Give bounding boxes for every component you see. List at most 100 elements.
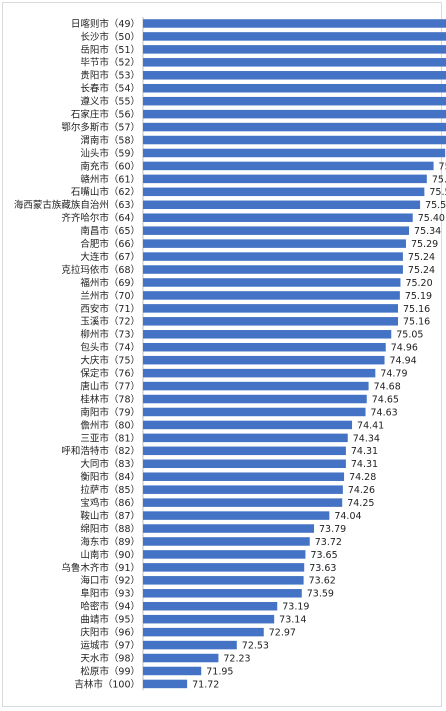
value-label: 75.63 (432, 174, 446, 185)
bar (143, 32, 446, 41)
bar (143, 472, 345, 481)
bar (143, 355, 385, 365)
bar (143, 19, 446, 28)
bar (143, 96, 446, 106)
bar (143, 433, 348, 443)
bar (143, 317, 399, 326)
value-label: 74.41 (357, 420, 384, 431)
category-label: 唐山市（77） (80, 380, 140, 392)
category-label: 吉林市（100） (74, 678, 140, 690)
bar (143, 614, 275, 624)
category-label: 遵义市（55） (80, 96, 140, 108)
category-label: 渭南市（58） (80, 134, 140, 146)
bar (143, 278, 401, 287)
category-label: 鞍山市（87） (80, 510, 140, 522)
category-label: 日喀则市（49） (71, 18, 140, 30)
value-label: 73.79 (319, 524, 346, 535)
bar (143, 381, 369, 391)
bar (143, 161, 434, 171)
bar (143, 420, 353, 430)
category-label: 海东市（89） (80, 536, 140, 548)
bar (143, 589, 302, 598)
bar (143, 330, 392, 339)
value-label: 72.53 (242, 640, 269, 651)
bar (143, 576, 304, 585)
category-label: 宝鸡市（86） (80, 497, 140, 509)
category-label: 齐齐哈尔市（64） (61, 212, 140, 224)
category-label: 岳阳市（51） (80, 44, 140, 56)
category-label: 衡阳市（84） (80, 471, 140, 483)
category-label: 兰州市（70） (80, 290, 140, 302)
value-label: 74.34 (353, 433, 380, 444)
category-label: 山南市（90） (80, 549, 140, 561)
category-label: 乌鲁木齐市（91） (61, 562, 140, 574)
value-label: 72.97 (269, 628, 296, 639)
category-label: 天水市（98） (80, 652, 140, 664)
bar (143, 71, 446, 80)
bar (143, 265, 403, 274)
value-label: 74.28 (349, 472, 376, 483)
bar (143, 291, 400, 300)
value-label: 75.19 (405, 291, 432, 302)
category-labels: 日喀则市（49）长沙市（50）岳阳市（51）毕节市（52）贵阳市（53）长春市（… (14, 18, 140, 690)
value-label: 75.59 (429, 187, 446, 198)
bar (143, 226, 410, 235)
bar (143, 239, 406, 248)
value-label: 75.40 (418, 213, 445, 224)
category-label: 阜阳市（93） (80, 588, 140, 600)
bar (143, 407, 366, 417)
category-label: 大同市（83） (80, 458, 140, 470)
bar (143, 627, 264, 637)
category-label: 南充市（60） (80, 160, 140, 172)
value-label: 75.74 (439, 161, 446, 172)
bar (143, 213, 413, 222)
value-label: 74.79 (380, 369, 407, 380)
category-label: 大庆市（75） (80, 355, 140, 367)
category-label: 保定市（76） (80, 368, 140, 380)
category-label: 呼和浩特市（82） (61, 445, 140, 457)
value-label: 74.04 (334, 511, 361, 522)
value-label: 74.96 (391, 343, 418, 354)
category-label: 玉溪市（72） (80, 316, 140, 328)
value-label: 75.16 (403, 317, 430, 328)
value-label: 74.65 (372, 394, 399, 405)
category-label: 西安市（71） (80, 303, 140, 315)
category-label: 绵阳市（88） (80, 523, 140, 535)
value-label: 73.65 (310, 550, 337, 561)
bar (143, 187, 425, 197)
category-label: 庆阳市（96） (80, 627, 140, 639)
value-label: 74.26 (348, 485, 375, 496)
value-label: 73.72 (315, 537, 342, 548)
bar (143, 563, 305, 572)
bar (143, 58, 446, 67)
category-label: 运城市（97） (80, 639, 140, 651)
category-label: 赣州市（61） (80, 173, 140, 185)
bar (143, 498, 343, 507)
bar (143, 550, 306, 559)
bar (143, 511, 330, 520)
category-label: 三亚市（81） (80, 432, 140, 444)
category-label: 大连市（67） (80, 251, 140, 263)
category-label: 合肥市（66） (80, 238, 140, 250)
bar (143, 174, 427, 184)
value-label: 71.95 (206, 666, 233, 677)
category-label: 海口市（92） (80, 575, 140, 587)
category-label: 长春市（54） (80, 83, 140, 95)
bar (143, 252, 403, 261)
bar (143, 45, 446, 54)
value-label: 75.24 (408, 252, 435, 263)
category-label: 克拉玛依市（68） (61, 264, 140, 276)
value-label: 74.94 (390, 356, 417, 367)
bar (143, 601, 278, 611)
category-label: 石嘴山市（62） (71, 186, 140, 198)
bar (143, 122, 446, 132)
category-label: 拉萨市（85） (80, 484, 140, 496)
value-label: 74.63 (371, 407, 398, 418)
bar (143, 524, 315, 533)
category-label: 包头市（74） (80, 342, 140, 354)
bar (143, 446, 346, 456)
value-label: 71.72 (192, 679, 219, 690)
bar (143, 653, 219, 663)
category-label: 桂林市（78） (80, 393, 140, 405)
